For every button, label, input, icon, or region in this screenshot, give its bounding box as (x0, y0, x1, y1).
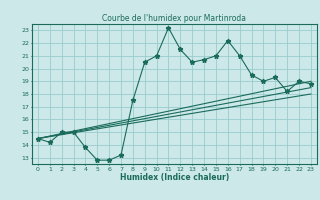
Title: Courbe de l'humidex pour Martinroda: Courbe de l'humidex pour Martinroda (102, 14, 246, 23)
X-axis label: Humidex (Indice chaleur): Humidex (Indice chaleur) (120, 173, 229, 182)
